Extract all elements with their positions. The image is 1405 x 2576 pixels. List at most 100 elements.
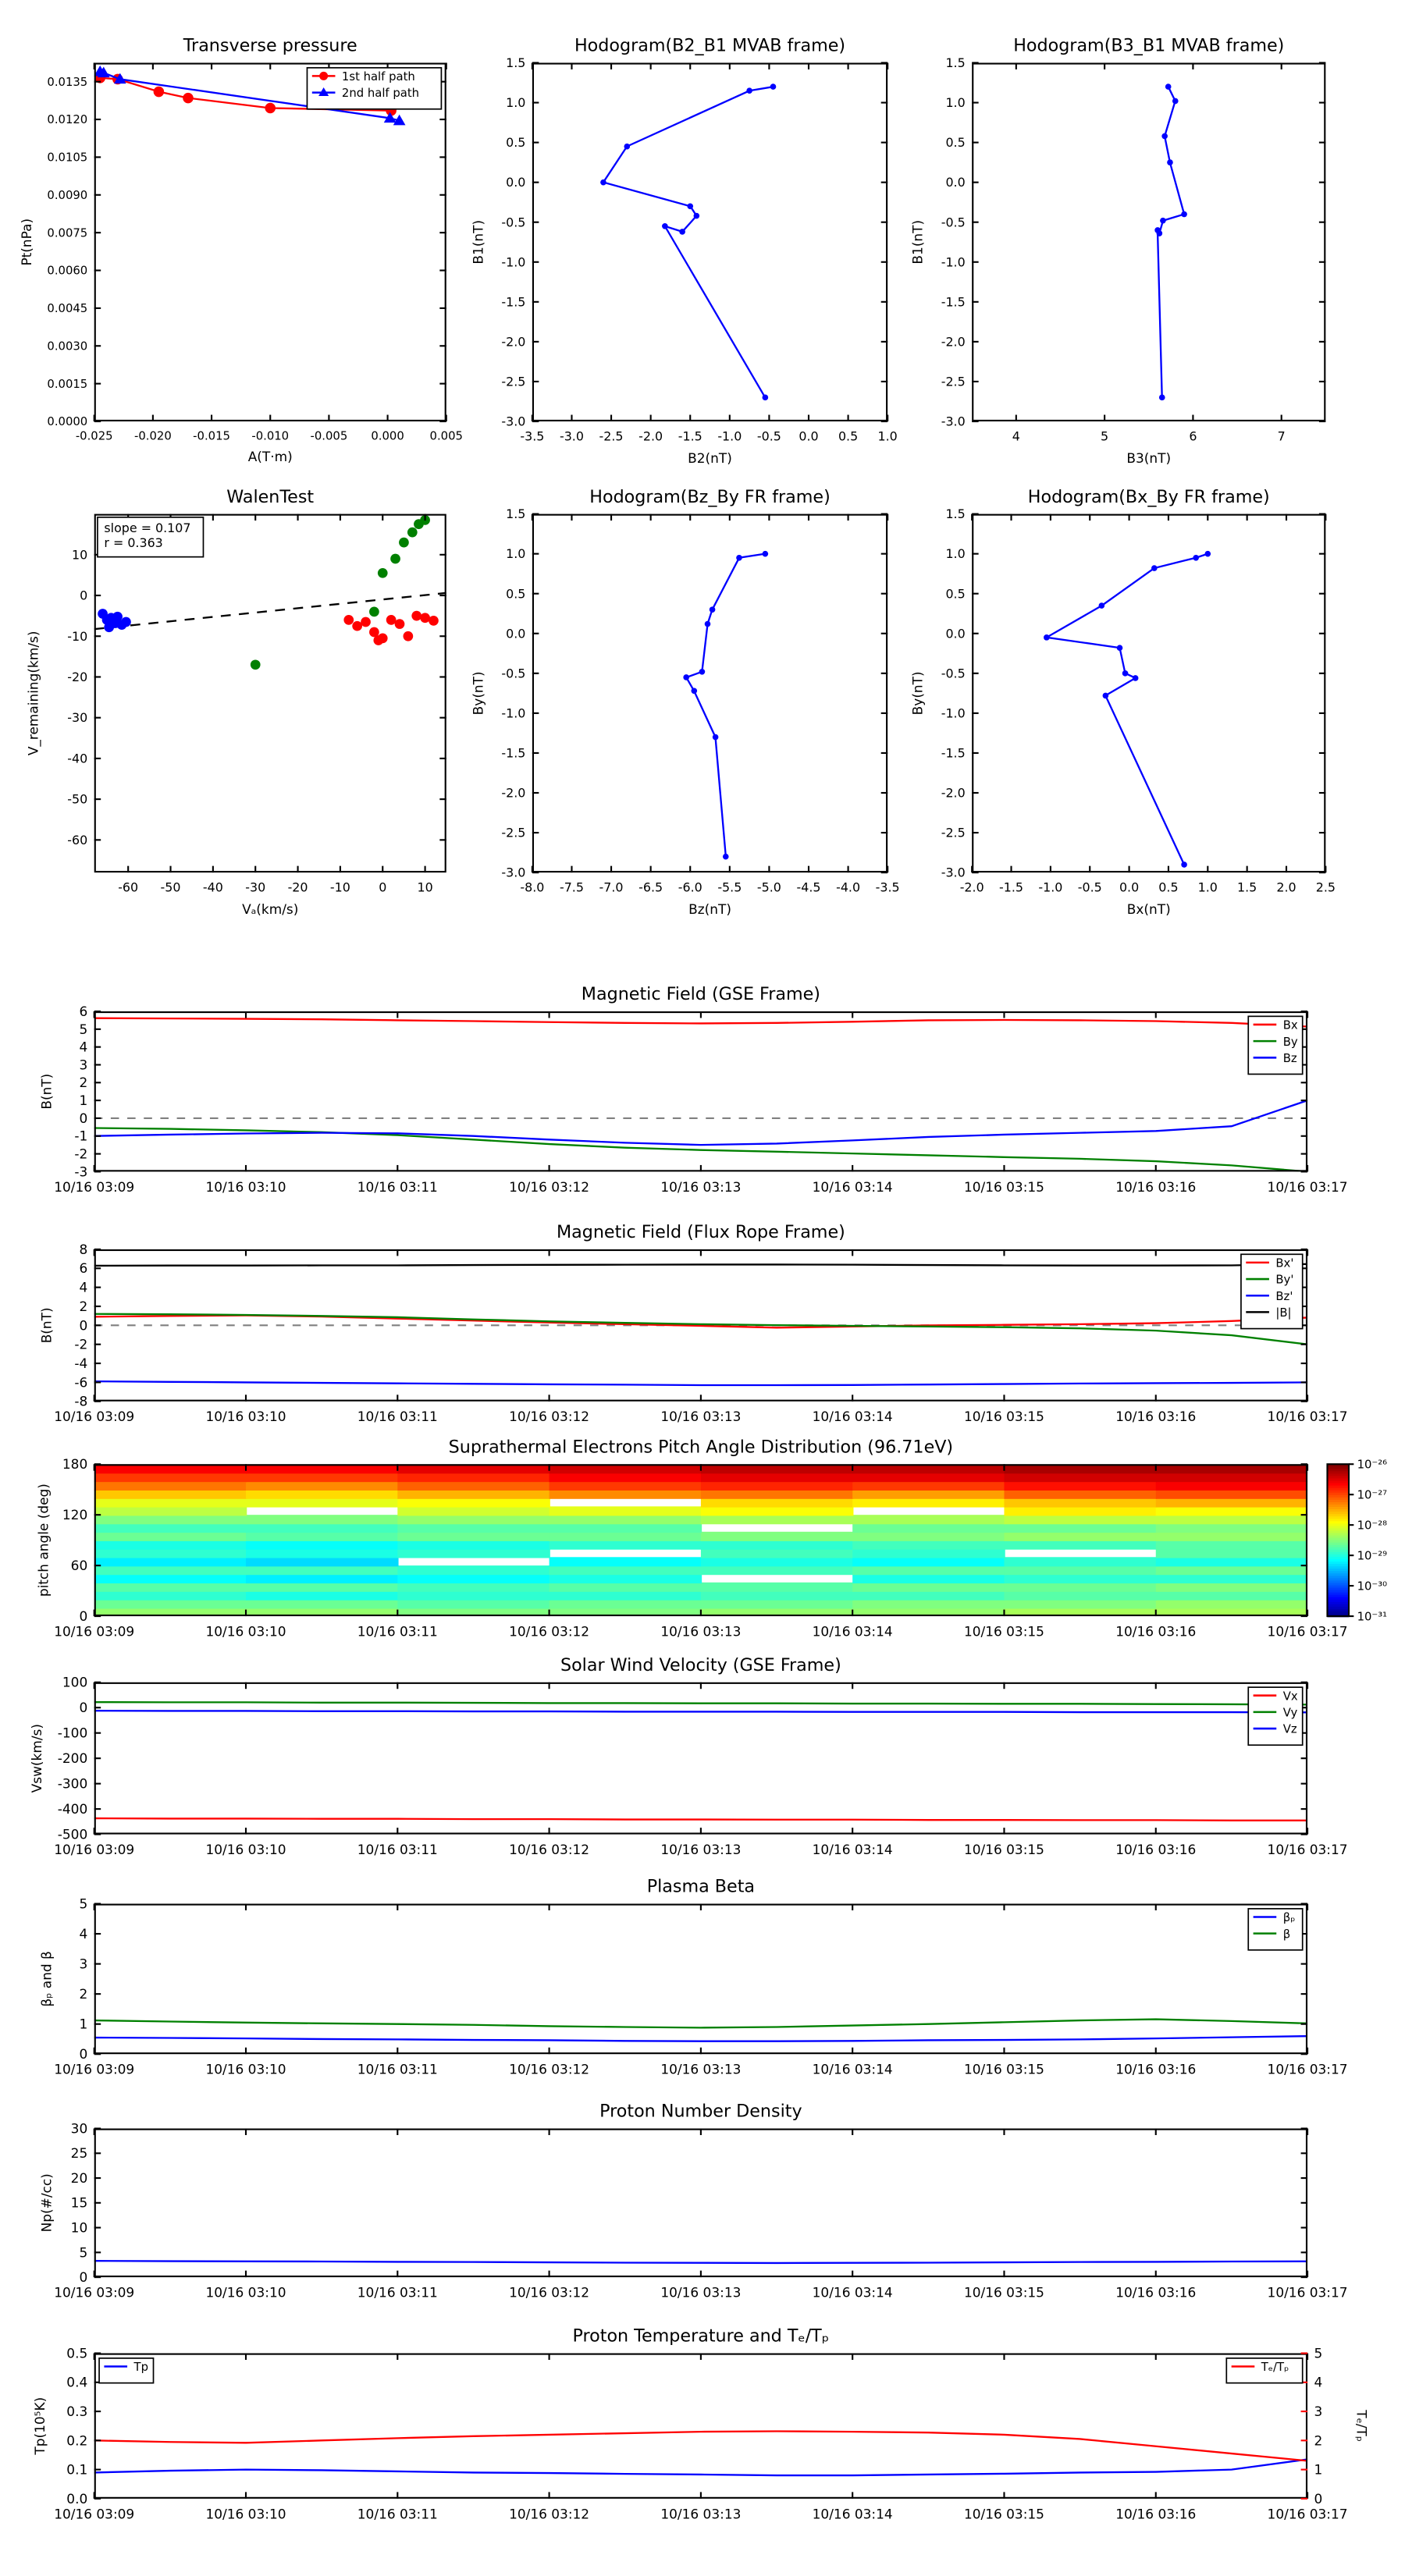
- right-tick-label: 1: [1314, 2462, 1323, 2478]
- marker: [319, 71, 329, 80]
- chart-title: Suprathermal Electrons Pitch Angle Distr…: [449, 1437, 953, 1457]
- y-tick-label: 0.0135: [47, 76, 87, 89]
- x-tick-label: -6.5: [638, 879, 663, 894]
- y-tick-label: 0: [79, 2269, 87, 2285]
- proton-density-plot: 10/16 03:09 10/16 03:10 10/16 03:11 10/16 0…: [39, 2102, 1348, 2301]
- y-tick-label: 0.0105: [47, 151, 87, 165]
- x-tick-label: -60: [118, 879, 138, 894]
- x-tick-label: 10/16 03:11: [357, 2506, 438, 2521]
- series-line: [94, 1380, 1308, 1387]
- y-tick-label: 0.5: [506, 135, 525, 150]
- colorbar-tick-label: 10⁻²⁸: [1357, 1519, 1388, 1532]
- y-tick-label: 0.0030: [47, 339, 87, 353]
- right-tick-label: 3: [1314, 2404, 1323, 2419]
- marker: [1132, 675, 1139, 681]
- x-tick-label: -2.5: [599, 428, 624, 443]
- marker: [1154, 227, 1161, 233]
- x-tick-label: 0: [379, 879, 386, 894]
- x-tick-label: 10/16 03:17: [1268, 2285, 1348, 2301]
- y-tick-label: 1: [79, 2016, 87, 2032]
- x-axis-label: Bz(nT): [688, 901, 731, 917]
- y-tick-label: 5: [79, 1022, 87, 1037]
- x-tick-label: 10/16 03:17: [1268, 1409, 1348, 1424]
- marker: [121, 616, 131, 627]
- y-tick-label: -2.5: [501, 826, 525, 840]
- chart-title: Solar Wind Velocity (GSE Frame): [560, 1655, 841, 1675]
- marker: [683, 674, 689, 680]
- y-tick-label: -3.0: [941, 865, 966, 880]
- x-tick-label: -0.020: [134, 429, 172, 442]
- y-tick-label: -400: [58, 1801, 87, 1817]
- y-tick-label: -8: [74, 1394, 87, 1409]
- y-axis-label: By(nT): [470, 671, 486, 715]
- x-tick-label: 0.0: [799, 428, 818, 443]
- marker: [394, 619, 405, 629]
- x-tick-label: 10/16 03:14: [813, 1842, 893, 1857]
- marker: [1172, 98, 1179, 105]
- marker: [420, 613, 430, 624]
- marker: [709, 606, 716, 613]
- y-tick-label: 8: [79, 1242, 87, 1257]
- marker: [377, 633, 388, 644]
- legend-label: 1st half path: [342, 70, 415, 83]
- marker: [687, 203, 694, 210]
- y-tick-label: 0.0: [66, 2491, 87, 2507]
- x-axis-label: Bx(nT): [1127, 901, 1171, 917]
- marker: [250, 659, 261, 670]
- marker: [1122, 670, 1129, 677]
- x-axis-label: B3(nT): [1126, 450, 1171, 466]
- x-tick-label: -4.0: [836, 879, 860, 894]
- y-tick-label: 0.0075: [47, 226, 87, 240]
- y-tick-label: -0.5: [941, 666, 966, 680]
- marker: [403, 631, 414, 641]
- right-axis-label: Tₑ/Tₚ: [1354, 2409, 1370, 2442]
- marker: [361, 616, 371, 627]
- x-tick-label: 10/16 03:09: [54, 1179, 134, 1195]
- y-tick-label: -500: [58, 1827, 87, 1842]
- marker: [112, 611, 123, 622]
- x-tick-label: 10/16 03:12: [509, 2285, 589, 2301]
- y-tick-label: -3.0: [501, 414, 525, 429]
- x-tick-label: 10/16 03:11: [357, 2285, 438, 2301]
- y-axis-label: B(nT): [39, 1074, 55, 1110]
- marker: [369, 627, 379, 638]
- x-tick-label: -50: [161, 879, 181, 894]
- axes-frame: [94, 513, 446, 873]
- y-tick-label: 30: [71, 2120, 88, 2136]
- y-tick-label: 0.0120: [47, 113, 87, 126]
- chart-bfield-fr: 10/16 03:09 10/16 03:10 10/16 03:11 10/16 0…: [39, 1222, 1348, 1424]
- y-tick-label: 0.5: [506, 586, 525, 601]
- chart-title: Hodogram(Bz_By FR frame): [589, 487, 830, 507]
- y-tick-label: -2.0: [941, 334, 966, 349]
- x-tick-label: 10/16 03:12: [509, 1842, 589, 1857]
- y-tick-label: 120: [62, 1507, 87, 1523]
- legend-label: Tp: [133, 2361, 148, 2374]
- colorbar-tick-label: 10⁻²⁶: [1357, 1459, 1388, 1472]
- chart-title: Plasma Beta: [647, 1877, 755, 1897]
- marker: [113, 73, 126, 84]
- series-line: [94, 1817, 1308, 1821]
- y-tick-label: 3: [79, 1057, 87, 1072]
- marker: [97, 66, 110, 78]
- x-tick-label: 10/16 03:13: [660, 1409, 741, 1424]
- x-tick-label: 10/16 03:12: [509, 1179, 589, 1195]
- x-tick-label: 10/16 03:14: [813, 2285, 893, 2301]
- y-tick-label: 0.0060: [47, 265, 87, 278]
- right-tick-label: 0: [1314, 2491, 1323, 2507]
- series-line: [94, 1263, 1308, 1267]
- x-tick-label: 0.000: [371, 429, 404, 442]
- x-tick-label: -2.0: [960, 879, 984, 894]
- x-tick-label: 1.0: [878, 428, 898, 443]
- y-tick-label: -60: [67, 833, 87, 847]
- colorbar-tick-label: 10⁻²⁹: [1357, 1549, 1388, 1562]
- x-tick-label: -30: [245, 879, 265, 894]
- axes-frame: [532, 513, 888, 873]
- marker: [399, 537, 409, 548]
- x-tick-label: -20: [288, 879, 308, 894]
- chart-title: Proton Temperature and Tₑ/Tₚ: [572, 2326, 829, 2347]
- x-axis-label: B2(nT): [688, 450, 732, 466]
- x-tick-label: 10/16 03:10: [205, 1179, 286, 1195]
- marker: [762, 550, 769, 557]
- y-tick-label: -3.0: [941, 414, 966, 429]
- y-tick-label: -1.0: [501, 705, 525, 720]
